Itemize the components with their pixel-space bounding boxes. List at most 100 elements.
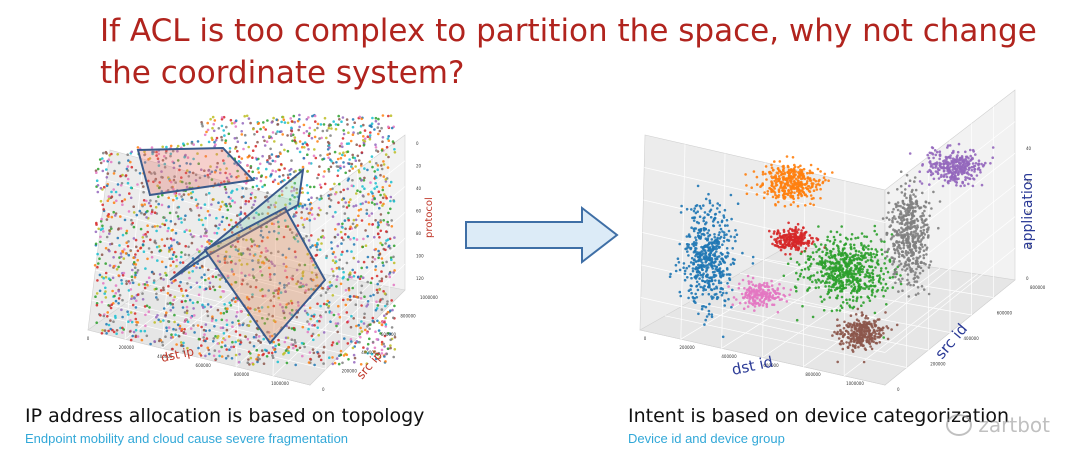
cluster-point (720, 253, 724, 256)
data-point (182, 341, 185, 345)
data-point (356, 189, 359, 192)
data-point (370, 155, 374, 158)
cluster-point (969, 154, 972, 158)
cluster-point (842, 259, 846, 262)
cluster-point (832, 242, 835, 246)
data-point (355, 324, 358, 328)
data-point (343, 337, 346, 340)
cluster-point (900, 233, 903, 237)
data-point (345, 249, 349, 253)
data-point (319, 123, 323, 126)
cluster-point (904, 209, 907, 213)
data-point (196, 140, 200, 143)
data-point (358, 159, 361, 162)
cluster-point (853, 272, 856, 275)
data-point (150, 210, 154, 213)
cluster-point (871, 259, 874, 263)
cluster-point (915, 258, 919, 262)
data-point (204, 287, 208, 291)
data-point (249, 166, 253, 169)
data-point (283, 219, 287, 222)
cluster-point (894, 217, 897, 220)
data-point (351, 118, 355, 121)
data-point (228, 255, 232, 258)
data-point (213, 119, 217, 122)
cluster-point (806, 289, 809, 292)
cluster-point (839, 284, 843, 287)
data-point (169, 264, 172, 267)
data-point (290, 185, 294, 189)
data-point (316, 213, 320, 216)
data-point (308, 351, 312, 354)
data-point (189, 316, 193, 319)
data-point (105, 332, 108, 335)
data-point (166, 237, 169, 241)
data-point (336, 275, 339, 278)
data-point (291, 133, 295, 137)
cluster-point (932, 156, 935, 160)
cluster-point (922, 228, 926, 232)
cluster-point (948, 144, 952, 147)
data-point (361, 202, 364, 205)
data-point (160, 238, 164, 241)
cluster-point (793, 236, 797, 239)
data-point (237, 319, 240, 323)
data-point (200, 168, 203, 171)
data-point (257, 261, 260, 264)
data-point (266, 212, 270, 215)
data-point (127, 320, 130, 323)
cluster-point (694, 260, 698, 263)
data-point (223, 185, 227, 189)
cluster-point (843, 247, 846, 250)
data-point (184, 214, 187, 217)
cluster-point (827, 288, 831, 291)
data-point (362, 237, 365, 241)
cluster-point (711, 276, 714, 279)
data-point (201, 223, 205, 227)
cluster-point (707, 248, 711, 252)
cluster-point (918, 271, 922, 275)
data-point (227, 223, 231, 227)
cluster-point (908, 259, 912, 262)
data-point (184, 153, 187, 157)
data-point (355, 295, 359, 299)
cluster-point (917, 276, 920, 279)
cluster-point (891, 286, 895, 289)
data-point (277, 250, 280, 253)
cluster-point (685, 235, 689, 238)
cluster-point (761, 183, 764, 186)
data-point (218, 285, 222, 289)
data-point (322, 345, 326, 349)
data-point (94, 230, 98, 234)
data-point (286, 134, 289, 137)
cluster-point (868, 265, 871, 268)
data-point (95, 223, 98, 226)
data-point (307, 322, 311, 326)
data-point (375, 288, 379, 292)
data-point (305, 184, 309, 187)
data-point (327, 142, 331, 145)
data-point (95, 302, 99, 305)
data-point (134, 253, 137, 256)
data-point (216, 254, 220, 258)
data-point (327, 304, 331, 308)
data-point (374, 219, 377, 222)
cluster-point (841, 252, 844, 255)
cluster-point (957, 160, 960, 164)
data-point (376, 168, 380, 171)
data-point (371, 340, 375, 344)
data-point (152, 281, 156, 284)
data-point (136, 335, 140, 338)
data-point (152, 272, 156, 276)
data-point (389, 338, 393, 342)
data-point (364, 229, 367, 232)
data-point (377, 256, 380, 260)
data-point (143, 283, 147, 286)
data-point (108, 232, 111, 235)
data-point (214, 319, 218, 322)
cluster-point (820, 262, 823, 266)
data-point (204, 339, 207, 343)
cluster-point (849, 291, 853, 295)
data-point (237, 155, 241, 159)
data-point (330, 160, 333, 163)
